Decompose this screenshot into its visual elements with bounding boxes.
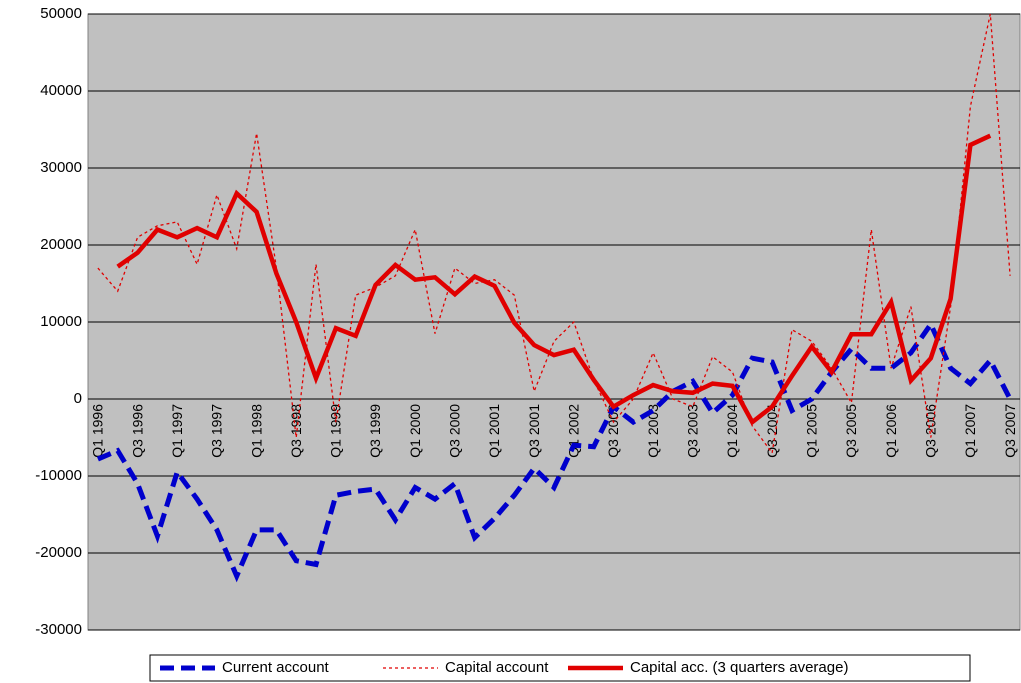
series-line — [96, 319, 1013, 583]
y-tick-label: 10000 — [40, 313, 82, 330]
x-tick-label: Q3 2001 — [526, 404, 542, 458]
x-tick-label: Q3 2000 — [447, 404, 463, 458]
legend-label: Capital acc. (3 quarters average) — [630, 659, 848, 676]
x-tick-label: Q3 2004 — [764, 404, 780, 458]
legend-label: Current account — [222, 659, 330, 676]
x-tick-label: Q1 2000 — [407, 404, 423, 458]
y-tick-label: 20000 — [40, 236, 82, 253]
x-tick-label: Q1 2003 — [645, 404, 661, 458]
x-tick-label: Q1 2007 — [962, 404, 978, 458]
x-tick-label: Q3 1999 — [367, 404, 383, 458]
series-line — [97, 13, 1011, 455]
legend-label: Capital account — [445, 659, 549, 676]
x-tick-label: Q3 1996 — [129, 404, 145, 458]
y-tick-label: 30000 — [40, 159, 82, 176]
y-tick-label: -20000 — [35, 544, 82, 561]
x-tick-label: Q1 1999 — [328, 404, 344, 458]
x-tick-label: Q1 2001 — [486, 404, 502, 458]
legend — [149, 654, 971, 682]
x-tick-label: Q1 1997 — [169, 404, 185, 458]
y-tick-label: 40000 — [40, 82, 82, 99]
x-tick-label: Q3 1997 — [209, 404, 225, 458]
x-tick-label: Q3 1998 — [288, 404, 304, 458]
x-tick-label: Q1 1996 — [90, 404, 106, 458]
y-tick-label: -10000 — [35, 467, 82, 484]
x-tick-label: Q1 1998 — [248, 404, 264, 458]
x-tick-label: Q1 2004 — [724, 404, 740, 458]
y-tick-label: -30000 — [35, 621, 82, 638]
x-tick-label: Q3 2003 — [685, 404, 701, 458]
y-tick-label: 50000 — [40, 5, 82, 22]
x-tick-label: Q1 2006 — [883, 404, 899, 458]
x-tick-label: Q3 2005 — [843, 404, 859, 458]
series-line — [116, 133, 992, 426]
x-tick-label: Q3 2006 — [922, 404, 938, 458]
x-tick-label: Q1 2005 — [803, 404, 819, 458]
x-tick-label: Q3 2007 — [1002, 404, 1018, 458]
y-tick-label: 0 — [74, 390, 82, 407]
